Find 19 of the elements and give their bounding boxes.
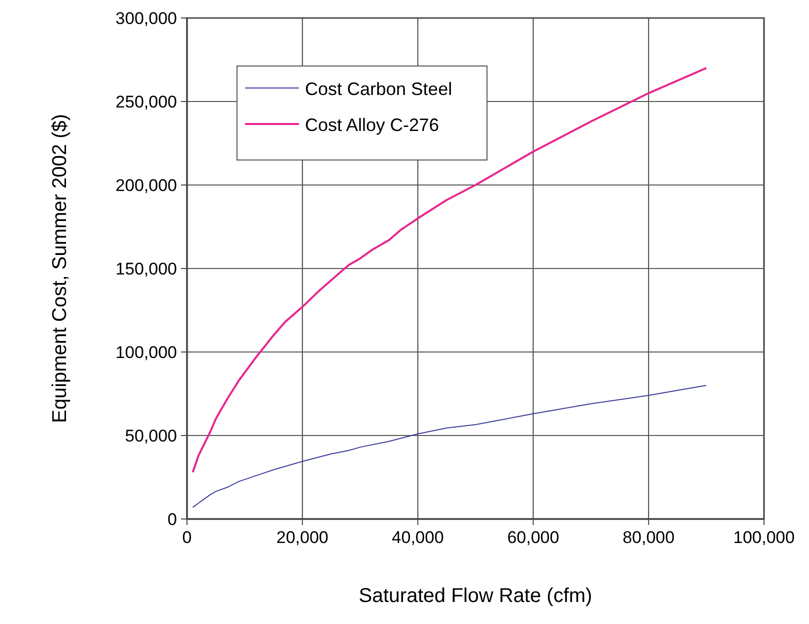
legend-label: Cost Alloy C-276 — [305, 115, 440, 135]
x-tick-label: 100,000 — [733, 528, 795, 547]
x-axis-title: Saturated Flow Rate (cfm) — [358, 585, 592, 607]
y-tick-label: 300,000 — [116, 9, 177, 28]
y-tick-label: 250,000 — [116, 92, 177, 112]
x-tick-label: 60,000 — [507, 528, 560, 547]
x-tick-label: 20,000 — [276, 528, 328, 547]
x-tick-label: 80,000 — [622, 528, 675, 547]
y-axis-title: Equipment Cost, Summer 2002 ($) — [49, 114, 71, 424]
y-tick-label: 0 — [168, 510, 177, 529]
x-tick-label: 40,000 — [392, 528, 444, 547]
line-series — [192, 67, 708, 474]
y-tick-label: 50,000 — [125, 426, 177, 446]
line-series — [192, 384, 707, 508]
legend-label: Cost Carbon Steel — [305, 79, 452, 99]
y-tick-label: 100,000 — [116, 343, 177, 362]
y-tick-label: 200,000 — [116, 176, 177, 195]
x-tick-label: 0 — [182, 528, 192, 547]
y-tick-label: 150,000 — [116, 260, 177, 278]
